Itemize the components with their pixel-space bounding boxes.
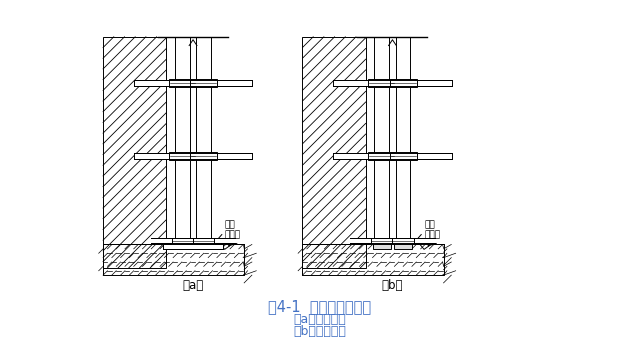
Bar <box>371 238 392 244</box>
Bar <box>163 244 223 249</box>
Text: （b）: （b） <box>381 279 403 292</box>
Text: （a）: （a） <box>182 279 204 292</box>
Text: 排水沟: 排水沟 <box>424 230 440 246</box>
Bar <box>373 244 390 249</box>
Bar <box>373 244 390 249</box>
Bar <box>169 152 196 160</box>
Bar <box>163 244 223 249</box>
Bar <box>350 238 435 243</box>
Bar <box>333 153 452 159</box>
Bar <box>196 37 211 244</box>
Bar <box>163 244 223 249</box>
Bar <box>374 37 389 244</box>
Text: 垫木: 垫木 <box>413 220 435 244</box>
Bar <box>390 79 417 88</box>
Bar <box>394 244 412 249</box>
Bar <box>368 152 396 160</box>
Bar <box>190 152 217 160</box>
Bar <box>134 80 252 86</box>
Bar <box>190 79 217 88</box>
Bar <box>396 37 410 244</box>
Bar <box>134 153 252 159</box>
Text: 排水沟: 排水沟 <box>225 230 241 246</box>
Bar <box>392 238 414 244</box>
Bar <box>302 37 366 268</box>
Text: （b）顺铺垫板: （b）顺铺垫板 <box>293 325 346 338</box>
Bar <box>175 37 190 244</box>
Bar <box>333 80 452 86</box>
Text: 垫木: 垫木 <box>214 220 235 244</box>
Bar <box>394 244 412 249</box>
Bar <box>151 238 235 243</box>
Bar <box>103 244 244 275</box>
Bar <box>390 152 417 160</box>
Bar <box>103 37 166 268</box>
Bar <box>172 238 193 244</box>
Text: 图4-1  普通脚手架基底: 图4-1 普通脚手架基底 <box>268 299 371 314</box>
Bar <box>368 79 396 88</box>
Text: （a）横铺垫板: （a）横铺垫板 <box>293 313 346 326</box>
Bar <box>169 79 196 88</box>
Bar <box>302 244 443 275</box>
Bar <box>193 238 215 244</box>
